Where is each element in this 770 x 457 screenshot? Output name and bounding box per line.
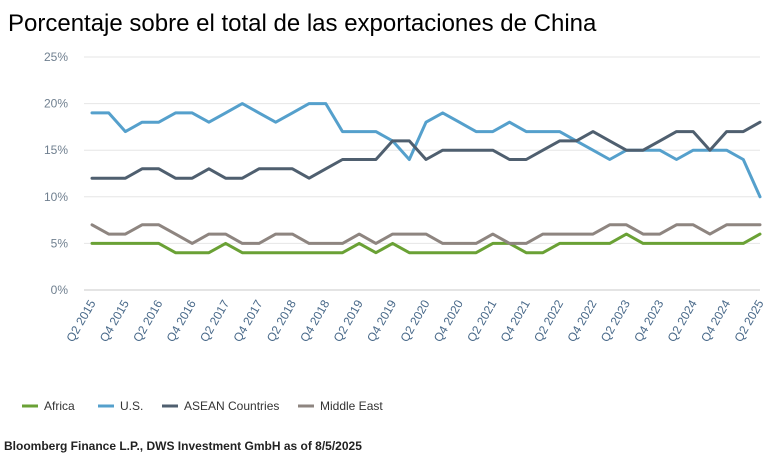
- source-note: Bloomberg Finance L.P., DWS Investment G…: [4, 439, 362, 453]
- x-tick-label: Q4 2015: [97, 297, 132, 344]
- x-tick-label: Q2 2016: [130, 297, 165, 344]
- x-tick-label: Q4 2016: [164, 297, 199, 344]
- x-tick-label: Q4 2021: [498, 297, 533, 344]
- legend-label: U.S.: [120, 399, 143, 413]
- legend-label: Africa: [44, 399, 75, 413]
- series-line-u-s-: [90, 102, 762, 199]
- x-tick-label: Q4 2019: [364, 297, 399, 344]
- series-line-africa: [90, 232, 762, 255]
- x-tick-label: Q2 2020: [397, 297, 432, 344]
- y-tick-label: 5%: [51, 236, 69, 250]
- legend-label: ASEAN Countries: [184, 399, 279, 413]
- x-tick-label: Q2 2022: [531, 297, 566, 344]
- x-tick-label: Q2 2018: [264, 297, 299, 344]
- x-tick-label: Q4 2018: [297, 297, 332, 344]
- series-line-asean-countries: [90, 120, 762, 180]
- x-tick-label: Q2 2019: [331, 297, 366, 344]
- legend-label: Middle East: [320, 399, 383, 413]
- y-tick-label: 20%: [44, 97, 68, 111]
- x-tick-label: Q2 2015: [63, 297, 98, 344]
- y-tick-label: 15%: [44, 143, 68, 157]
- x-tick-label: Q2 2021: [464, 297, 499, 344]
- x-tick-label: Q4 2023: [631, 297, 666, 344]
- chart-title: Porcentaje sobre el total de las exporta…: [8, 10, 597, 37]
- x-tick-label: Q4 2020: [431, 297, 466, 344]
- x-tick-label: Q2 2023: [598, 297, 633, 344]
- x-tick-label: Q4 2024: [698, 297, 733, 344]
- y-tick-label: 25%: [44, 50, 68, 64]
- x-tick-label: Q4 2022: [564, 297, 599, 344]
- y-tick-label: 0%: [51, 283, 69, 297]
- x-tick-label: Q2 2025: [731, 297, 766, 344]
- y-tick-label: 10%: [44, 190, 68, 204]
- series-line-middle-east: [90, 223, 762, 245]
- x-tick-label: Q4 2017: [230, 297, 265, 344]
- x-tick-label: Q2 2017: [197, 297, 232, 344]
- x-tick-label: Q2 2024: [665, 297, 700, 344]
